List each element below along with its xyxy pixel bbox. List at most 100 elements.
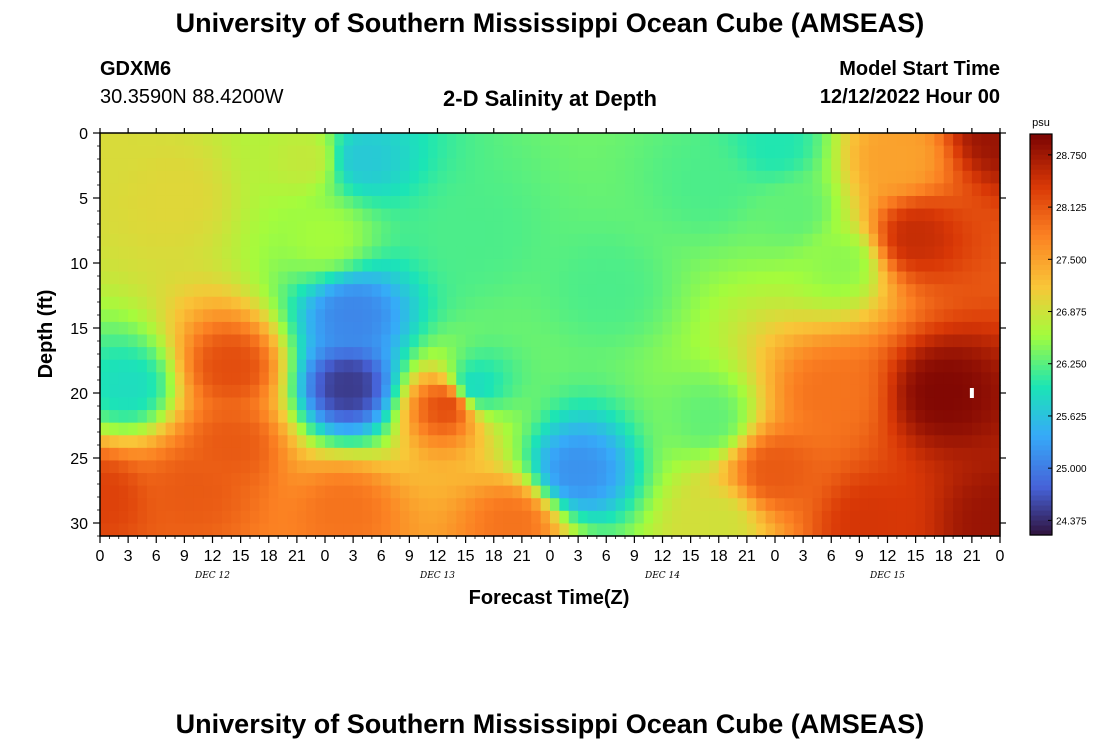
heatmap-cell xyxy=(493,447,504,462)
heatmap-cell xyxy=(568,221,579,235)
heatmap-cell xyxy=(765,460,776,474)
heatmap-cell xyxy=(812,271,823,285)
heatmap-cell xyxy=(381,334,392,348)
heatmap-cell xyxy=(990,233,1001,247)
heatmap-cell xyxy=(353,435,364,449)
heatmap-cell xyxy=(634,145,645,159)
heatmap-cell xyxy=(887,384,898,399)
heatmap-cell xyxy=(756,221,767,235)
heatmap-cell xyxy=(990,221,1001,235)
heatmap-cell xyxy=(953,523,964,537)
heatmap-cell xyxy=(803,473,814,487)
heatmap-cell xyxy=(268,410,279,424)
heatmap-cell xyxy=(193,258,204,273)
heatmap-cell xyxy=(606,397,617,411)
heatmap-cell xyxy=(878,334,889,348)
heatmap-cell xyxy=(812,510,823,524)
heatmap-cell xyxy=(484,296,495,310)
heatmap-cell xyxy=(840,410,851,424)
heatmap-cell xyxy=(259,410,270,424)
heatmap-cell xyxy=(550,410,560,424)
heatmap-cell xyxy=(700,422,710,436)
heatmap-cell xyxy=(718,510,729,524)
heatmap-cell xyxy=(878,447,889,462)
heatmap-cell xyxy=(465,372,476,386)
heatmap-cell xyxy=(906,485,917,499)
heatmap-cell xyxy=(343,183,354,197)
heatmap-cell xyxy=(559,309,570,323)
heatmap-cell xyxy=(559,170,570,184)
heatmap-cell xyxy=(446,271,457,285)
heatmap-cell xyxy=(531,510,542,524)
heatmap-cell xyxy=(437,485,448,499)
heatmap-cell xyxy=(775,359,785,373)
heatmap-cell xyxy=(953,347,964,361)
heatmap-cell xyxy=(306,271,317,285)
heatmap-cell xyxy=(934,435,945,449)
heatmap-cell xyxy=(165,296,176,310)
heatmap-cell xyxy=(962,258,973,273)
heatmap-cell xyxy=(221,233,232,247)
heatmap-cell xyxy=(700,145,710,159)
heatmap-cell xyxy=(962,284,973,298)
heatmap-cell xyxy=(165,460,176,474)
heatmap-cell xyxy=(868,422,879,436)
heatmap-cell xyxy=(915,158,926,172)
heatmap-cell xyxy=(465,473,476,487)
heatmap-cell xyxy=(925,284,935,298)
heatmap-cell xyxy=(803,195,814,210)
heatmap-cell xyxy=(118,334,129,348)
heatmap-cell xyxy=(203,510,214,524)
heatmap-cell xyxy=(456,473,467,487)
heatmap-cell xyxy=(887,145,898,159)
heatmap-cell xyxy=(559,510,570,524)
heatmap-cell xyxy=(400,435,410,449)
heatmap-cell xyxy=(840,221,851,235)
heatmap-cell xyxy=(400,233,410,247)
heatmap-cell xyxy=(896,183,907,197)
heatmap-cell xyxy=(915,145,926,159)
heatmap-cell xyxy=(859,321,870,336)
heatmap-cell xyxy=(868,498,879,512)
heatmap-cell xyxy=(371,372,382,386)
heatmap-cell xyxy=(803,145,814,159)
heatmap-cell xyxy=(240,397,251,411)
heatmap-cell xyxy=(296,133,307,147)
heatmap-cell xyxy=(821,347,832,361)
heatmap-cell xyxy=(250,510,260,524)
heatmap-cell xyxy=(100,284,110,298)
heatmap-cell xyxy=(493,460,504,474)
heatmap-cell xyxy=(184,221,195,235)
heatmap-cell xyxy=(634,246,645,260)
heatmap-cell xyxy=(709,334,720,348)
heatmap-cell xyxy=(456,133,467,147)
x-tick-label: 15 xyxy=(457,548,475,565)
heatmap-cell xyxy=(784,485,795,499)
heatmap-cell xyxy=(475,384,485,399)
heatmap-cell xyxy=(925,485,935,499)
heatmap-cell xyxy=(315,183,326,197)
heatmap-cell xyxy=(540,221,551,235)
heatmap-cell xyxy=(400,284,410,298)
heatmap-cell xyxy=(212,384,223,399)
heatmap-cell xyxy=(146,284,157,298)
heatmap-cell xyxy=(362,523,373,537)
heatmap-cell xyxy=(100,309,110,323)
heatmap-cell xyxy=(653,221,664,235)
heatmap-cell xyxy=(746,435,757,449)
heatmap-cell xyxy=(296,258,307,273)
heatmap-cell xyxy=(540,485,551,499)
heatmap-cell xyxy=(868,309,879,323)
heatmap-cell xyxy=(212,183,223,197)
heatmap-cell xyxy=(231,284,242,298)
heatmap-cell xyxy=(409,422,420,436)
heatmap-cell xyxy=(850,523,860,537)
heatmap-cell xyxy=(250,233,260,247)
heatmap-cell xyxy=(990,359,1001,373)
heatmap-cell xyxy=(371,397,382,411)
heatmap-cell xyxy=(484,447,495,462)
heatmap-cell xyxy=(203,397,214,411)
heatmap-cell xyxy=(268,422,279,436)
heatmap-cell xyxy=(728,510,739,524)
heatmap-cell xyxy=(221,334,232,348)
